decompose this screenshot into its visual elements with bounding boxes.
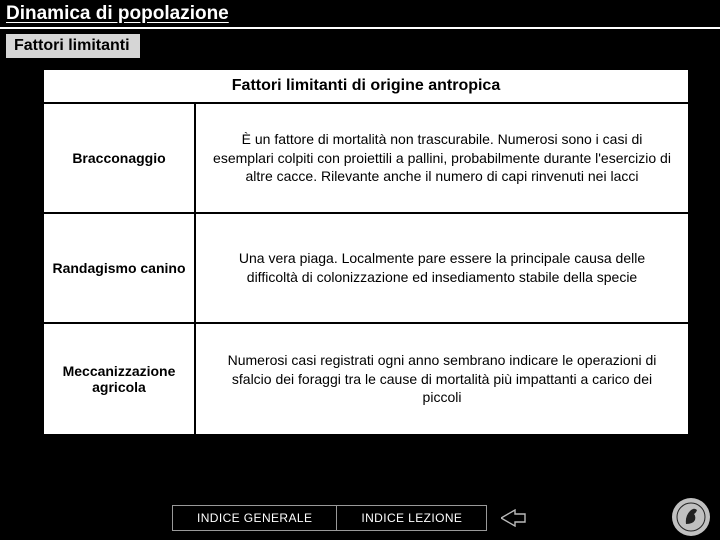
row-label-randagismo: Randagismo canino	[44, 214, 196, 322]
back-arrow-button[interactable]	[501, 509, 537, 527]
content-table: Fattori limitanti di origine antropica B…	[42, 68, 690, 436]
table-row: Randagismo canino Una vera piaga. Localm…	[44, 214, 688, 324]
table-row: Meccanizzazione agricola Numerosi casi r…	[44, 324, 688, 434]
row-desc: Numerosi casi registrati ogni anno sembr…	[196, 324, 688, 434]
subtitle-bar: Fattori limitanti	[6, 34, 140, 58]
row-desc: Una vera piaga. Localmente pare essere l…	[196, 214, 688, 322]
table-row: Bracconaggio È un fattore di mortalità n…	[44, 104, 688, 214]
row-label-bracconaggio: Bracconaggio	[44, 104, 196, 212]
link-indice-lezione[interactable]: INDICE LEZIONE	[337, 506, 486, 530]
footer-bar: INDICE GENERALE INDICE LEZIONE	[0, 496, 720, 540]
page-title: Dinamica di popolazione	[6, 3, 229, 24]
row-desc: È un fattore di mortalità non trascurabi…	[196, 104, 688, 212]
page-subtitle: Fattori limitanti	[14, 37, 130, 54]
footer-links: INDICE GENERALE INDICE LEZIONE	[172, 505, 487, 531]
title-bar: Dinamica di popolazione	[0, 0, 720, 29]
row-label-meccanizzazione: Meccanizzazione agricola	[44, 324, 196, 434]
link-indice-generale[interactable]: INDICE GENERALE	[173, 506, 337, 530]
table-header: Fattori limitanti di origine antropica	[44, 70, 688, 104]
logo-icon	[672, 498, 710, 536]
